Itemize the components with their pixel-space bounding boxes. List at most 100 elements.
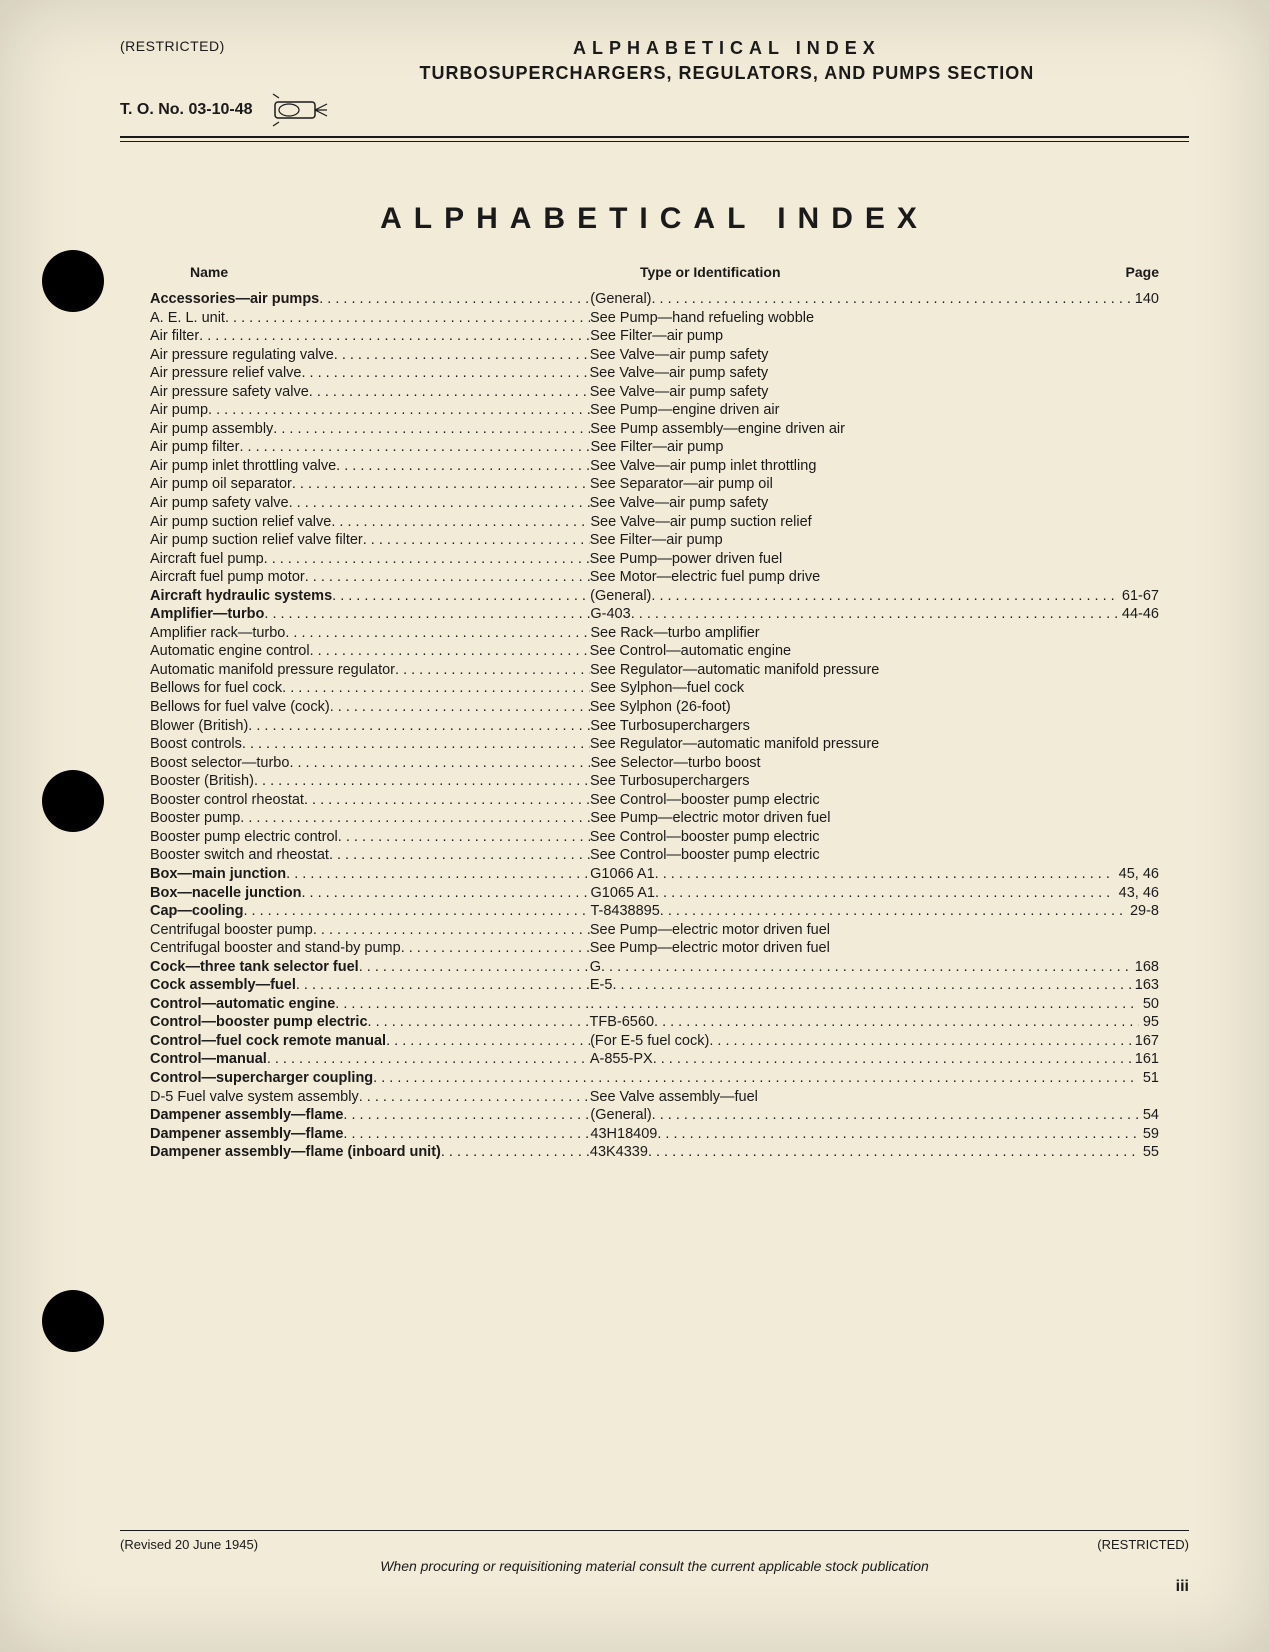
index-entry: Control—manualA-855-PX161 [150,1050,1159,1069]
entry-name: Cock—three tank selector fuel [150,958,359,977]
entry-type: See Control—booster pump electric [590,828,820,847]
entry-page: 51 [1139,1069,1159,1088]
entry-type: E-5 [590,976,613,995]
entry-type: See Pump assembly—engine driven air [590,420,845,439]
leader-dots [401,939,590,958]
leader-dots [208,401,590,420]
entry-name: Amplifier—turbo [150,605,264,624]
leader-dots [225,309,590,328]
footer: (Revised 20 June 1945) (RESTRICTED) When… [120,1530,1189,1574]
index-entry: Air pump filterSee Filter—air pump [150,438,1159,457]
entry-type: See Pump—electric motor driven fuel [590,921,830,940]
footer-page-number: iii [1176,1578,1189,1596]
entry-name: D-5 Fuel valve system assembly [150,1088,359,1107]
index-entry: Aircraft hydraulic systems(General)61-67 [150,587,1159,606]
entry-type: See Valve—air pump safety [590,494,769,513]
entry-name: Air pump assembly [150,420,273,439]
entry-name: Air pump suction relief valve [150,513,331,532]
leader-dots [289,494,590,513]
entry-name: Booster switch and rheostat [150,846,329,865]
entry-page: 95 [1139,1013,1159,1032]
index-entry: Air pump safety valveSee Valve—air pump … [150,494,1159,513]
content-area: (RESTRICTED) ALPHABETICAL INDEX TURBOSUP… [120,38,1189,1542]
index-entry: Air pressure safety valveSee Valve—air p… [150,383,1159,402]
leader-dots [285,624,590,643]
leader-dots [296,976,590,995]
index-entry: Cock—three tank selector fuelG168 [150,958,1159,977]
entry-name: Centrifugal booster pump [150,921,313,940]
entry-name: Boost controls [150,735,242,754]
entry-name: Automatic manifold pressure regulator [150,661,395,680]
index-entry: Dampener assembly—flame (inboard unit)43… [150,1143,1159,1162]
leader-dots [654,1013,1139,1032]
entry-name: A. E. L. unit [150,309,225,328]
index-entry: Centrifugal booster and stand-by pumpSee… [150,939,1159,958]
entry-name: Boost selector—turbo [150,754,289,773]
entry-type: See Valve assembly—fuel [590,1088,758,1107]
entry-type: (General) [590,290,651,309]
entry-type: G1065 A1 [590,884,655,903]
entry-type: G1066 A1 [590,865,655,884]
index-entry: Box—nacelle junctionG1065 A143, 46 [150,884,1159,903]
index-entry: Air pump oil separatorSee Separator—air … [150,475,1159,494]
entry-name: Cap—cooling [150,902,243,921]
footer-row: (Revised 20 June 1945) (RESTRICTED) [120,1537,1189,1552]
entry-name: Control—automatic engine [150,995,335,1014]
header-title-line1: ALPHABETICAL INDEX [265,38,1189,59]
to-number: T. O. No. 03-10-48 [120,101,253,119]
leader-dots [319,290,590,309]
restricted-top: (RESTRICTED) [120,38,225,54]
leader-dots [660,902,1126,921]
index-entry: Booster switch and rheostatSee Control—b… [150,846,1159,865]
leader-dots [302,364,590,383]
entry-name: Control—booster pump electric [150,1013,368,1032]
leader-dots [709,1032,1130,1051]
entry-name: Cock assembly—fuel [150,976,296,995]
index-entry: Automatic manifold pressure regulatorSee… [150,661,1159,680]
leader-dots [309,383,590,402]
entry-name: Air pump inlet throttling valve [150,457,336,476]
leader-dots [301,884,590,903]
entry-page: 45, 46 [1115,865,1159,884]
leader-dots [331,513,590,532]
leader-dots [648,1143,1139,1162]
entry-page: 43, 46 [1115,884,1159,903]
entry-page: 61-67 [1118,587,1159,606]
entry-name: Centrifugal booster and stand-by pump [150,939,401,958]
leader-dots [313,921,590,940]
leader-dots [395,661,590,680]
index-entry: Air pumpSee Pump—engine driven air [150,401,1159,420]
punch-hole [42,250,104,312]
index-body: Accessories—air pumps(General)140A. E. L… [150,290,1159,1162]
index-entry: A. E. L. unitSee Pump—hand refueling wob… [150,309,1159,328]
index-entry: Air pump assembly See Pump assembly—engin… [150,420,1159,439]
main-title: ALPHABETICAL INDEX [120,202,1189,236]
entry-type: See Pump—electric motor driven fuel [590,809,830,828]
entry-page: 161 [1131,1050,1159,1069]
entry-type: G [590,958,601,977]
footer-restricted: (RESTRICTED) [1097,1537,1189,1552]
entry-name: Amplifier rack—turbo [150,624,285,643]
entry-name: Control—manual [150,1050,267,1069]
leader-dots [338,828,590,847]
leader-dots [601,958,1131,977]
header-title-block: ALPHABETICAL INDEX TURBOSUPERCHARGERS, R… [265,38,1189,84]
index-entry: Cock assembly—fuelE-5163 [150,976,1159,995]
leader-dots [304,791,590,810]
punch-hole [42,770,104,832]
footer-rule [120,1530,1189,1531]
entry-name: Air pressure regulating valve [150,346,334,365]
index-entry: Aircraft fuel pump motorSee Motor—electr… [150,568,1159,587]
index-entry: Centrifugal booster pump See Pump—electri… [150,921,1159,940]
entry-type: See Control—automatic engine [590,642,792,661]
entry-type: See Valve—air pump safety [590,364,769,383]
leader-dots [248,717,590,736]
entry-page: 54 [1139,1106,1159,1125]
entry-name: Bellows for fuel cock [150,679,282,698]
leader-dots [240,809,590,828]
entry-type: G-403 [590,605,630,624]
entry-page: 44-46 [1118,605,1159,624]
leader-dots [343,1125,590,1144]
entry-name: Blower (British) [150,717,248,736]
index-entry: Bellows for fuel valve (cock)See Sylphon… [150,698,1159,717]
